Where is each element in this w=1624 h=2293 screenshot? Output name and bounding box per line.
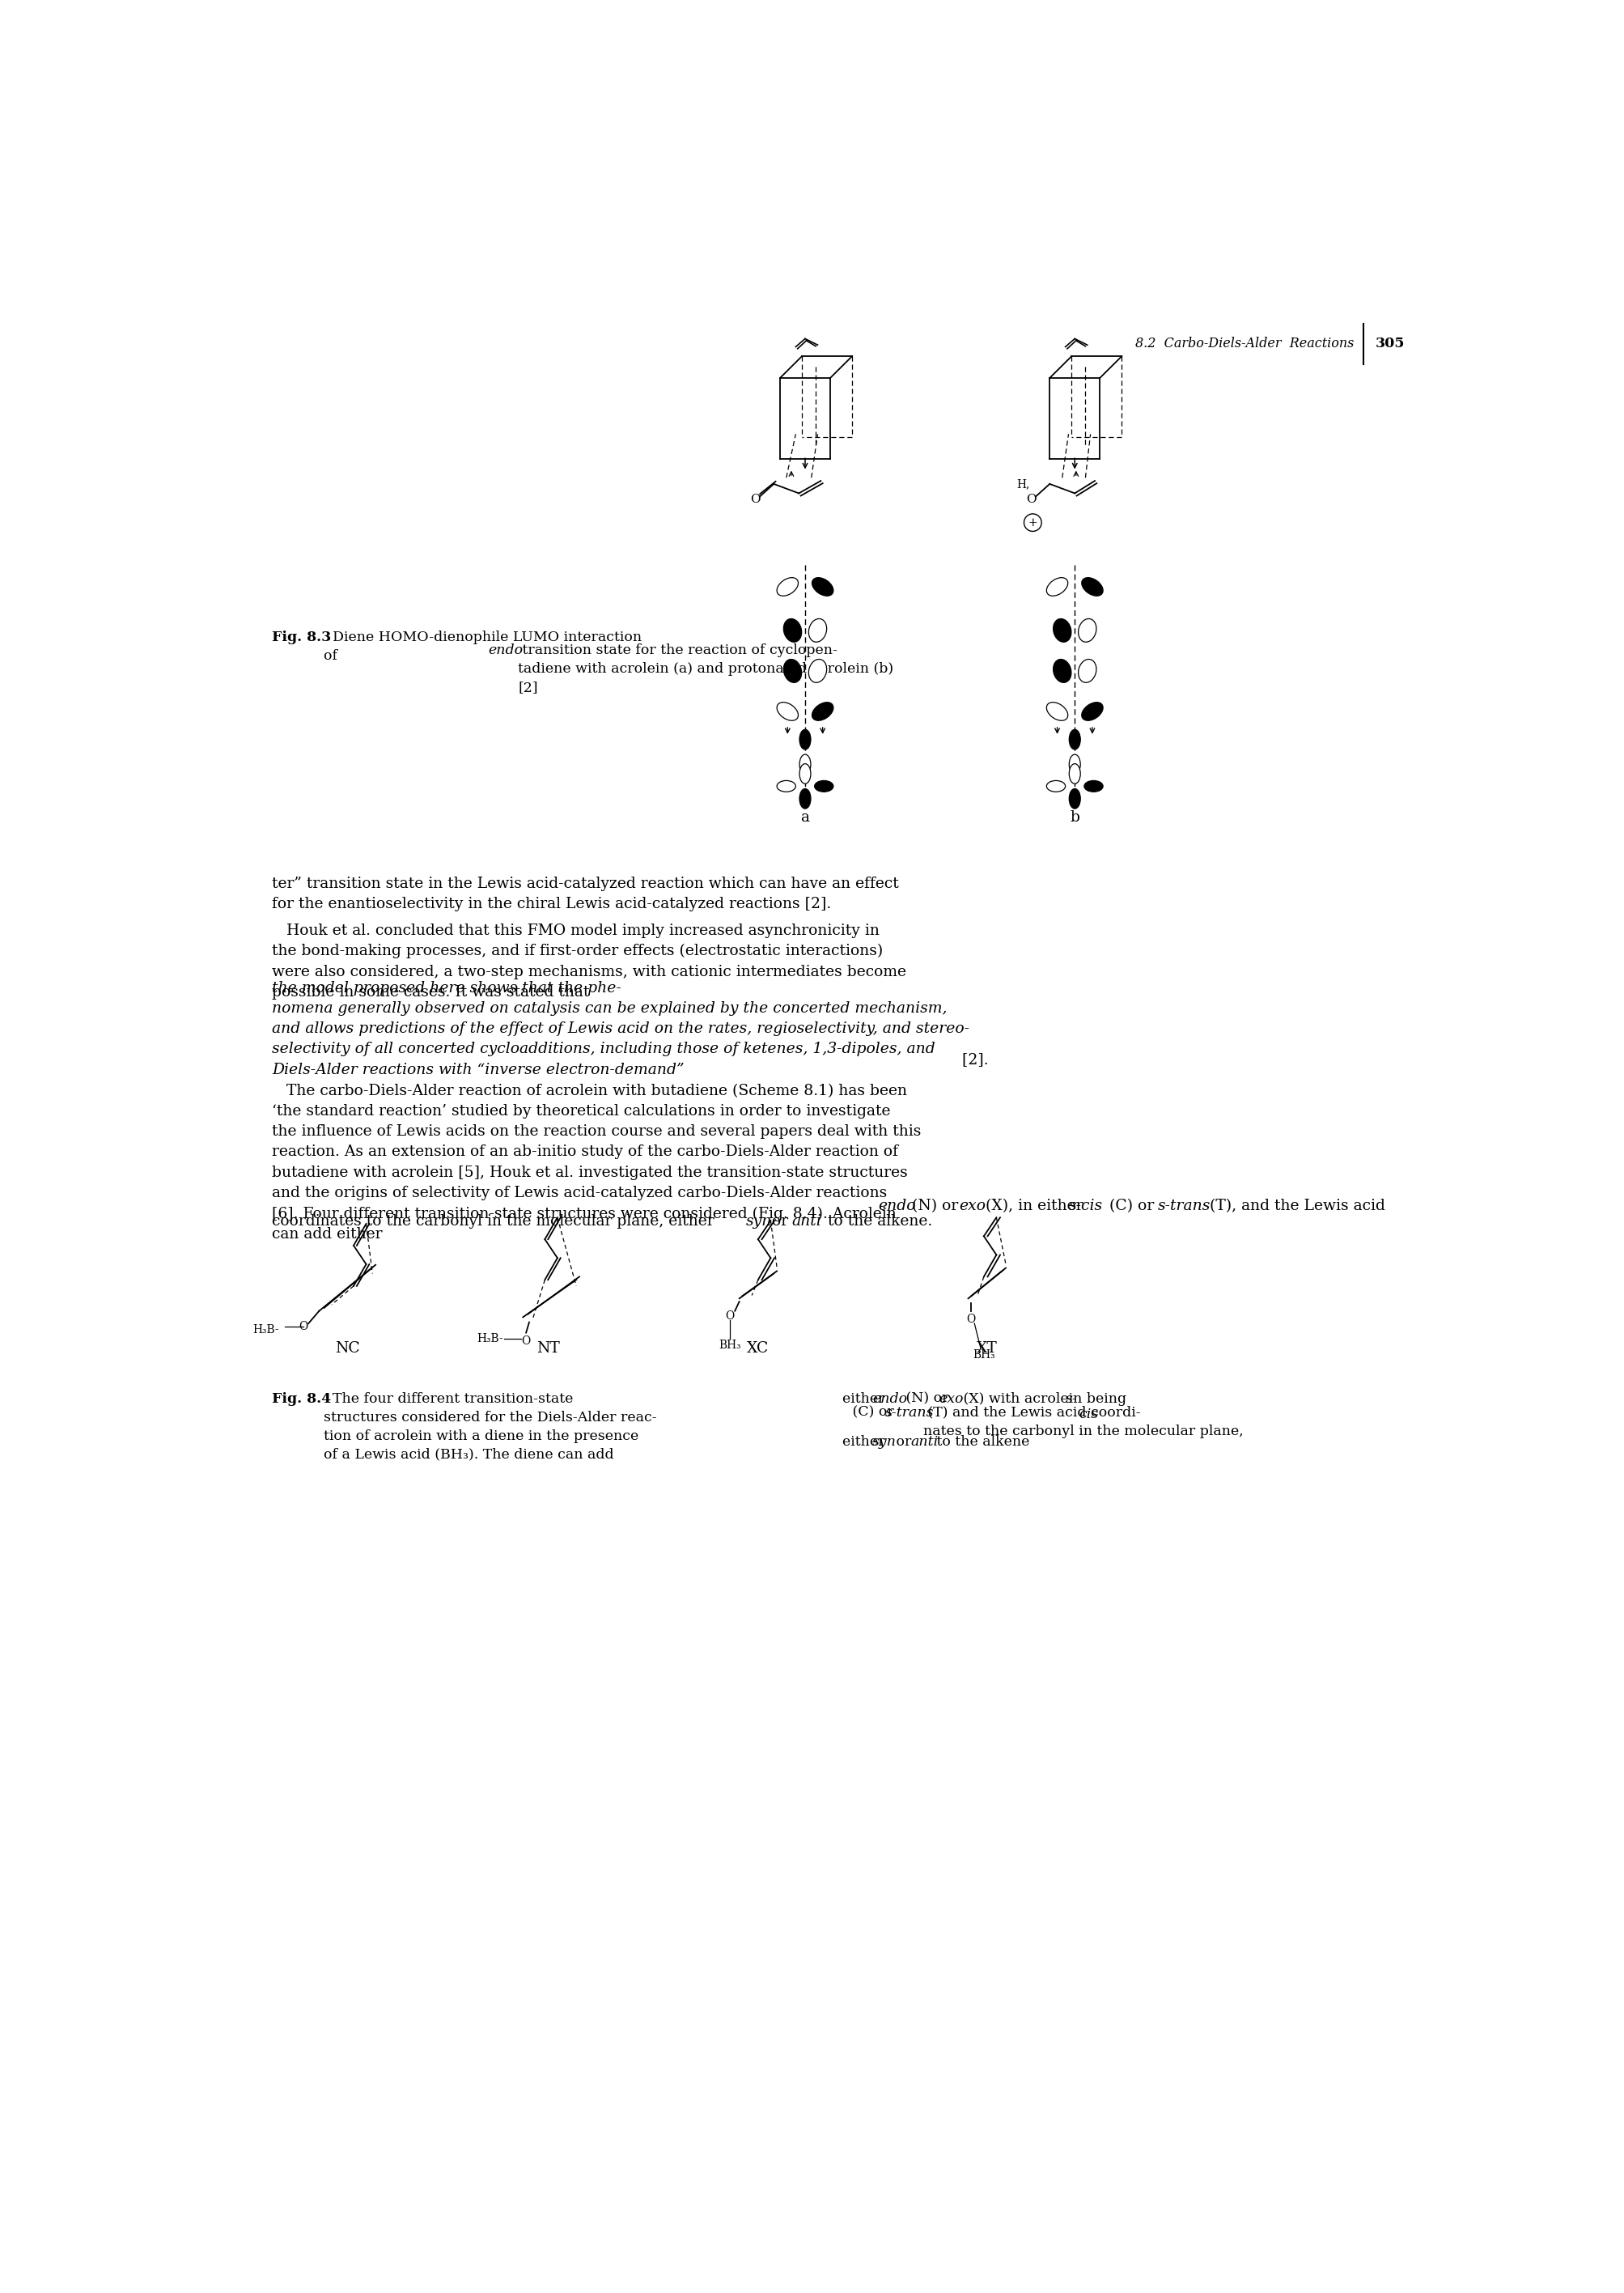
Text: exo: exo [958,1199,986,1213]
Text: O: O [724,1309,734,1321]
Ellipse shape [812,702,833,720]
Text: anti: anti [791,1215,820,1229]
Text: H₃B-: H₃B- [252,1323,279,1335]
Text: (X) with acrolein being: (X) with acrolein being [958,1392,1130,1406]
Ellipse shape [1069,789,1080,809]
Text: O: O [521,1335,531,1346]
Text: O: O [299,1321,309,1332]
Text: 8.2  Carbo-Diels-Alder  Reactions: 8.2 Carbo-Diels-Alder Reactions [1135,337,1353,351]
Text: the model proposed here shows that the phe-
nomena generally observed on catalys: the model proposed here shows that the p… [271,981,970,1078]
Ellipse shape [1078,660,1096,683]
Ellipse shape [809,660,827,683]
Text: Houk et al. concluded that this FMO model imply increased asynchronicity in
the : Houk et al. concluded that this FMO mode… [271,924,906,1000]
Text: O: O [966,1314,976,1325]
Text: Diene HOMO-dienophile LUMO interaction
of: Diene HOMO-dienophile LUMO interaction o… [323,631,641,663]
Text: (N) or: (N) or [901,1392,952,1406]
Text: s-trans: s-trans [885,1406,934,1419]
Text: either: either [843,1392,890,1406]
Text: or: or [892,1435,916,1449]
Text: or: or [767,1215,793,1229]
Text: O: O [749,493,760,504]
Ellipse shape [1069,729,1080,750]
Text: XT: XT [976,1341,997,1355]
Text: O: O [1025,493,1036,504]
Ellipse shape [814,780,833,791]
Text: (N) or: (N) or [906,1199,963,1213]
Text: s-trans: s-trans [1156,1199,1210,1213]
Ellipse shape [1046,702,1067,720]
Text: XC: XC [747,1341,768,1355]
Text: transition state for the reaction of cyclopen-
tadiene with acrolein (a) and pro: transition state for the reaction of cyc… [518,644,893,695]
Ellipse shape [776,578,797,596]
Text: either: either [843,1435,890,1449]
Ellipse shape [776,780,796,791]
Ellipse shape [783,660,801,683]
Text: The carbo-Diels-Alder reaction of acrolein with butadiene (Scheme 8.1) has been
: The carbo-Diels-Alder reaction of acrole… [271,1085,921,1241]
Text: BH₃: BH₃ [718,1339,741,1351]
Text: endo: endo [872,1392,906,1406]
Ellipse shape [799,729,810,750]
Text: to the alkene: to the alkene [932,1435,1030,1449]
Text: BH₃: BH₃ [973,1348,994,1360]
Text: ter” transition state in the Lewis acid-catalyzed reaction which can have an eff: ter” transition state in the Lewis acid-… [271,876,898,913]
Text: H₃B-: H₃B- [476,1332,503,1344]
Text: (T), and the Lewis acid: (T), and the Lewis acid [1203,1199,1384,1213]
Text: endo: endo [487,644,523,658]
Text: exo: exo [939,1392,963,1406]
Text: syn: syn [745,1215,771,1229]
Text: to the alkene.: to the alkene. [822,1215,932,1229]
Ellipse shape [776,702,797,720]
Text: b: b [1069,809,1078,825]
Text: +: + [1028,516,1038,527]
Text: cis: cis [1078,1392,1098,1422]
Text: (T) and the Lewis acid coordi-
nates to the carbonyl in the molecular plane,: (T) and the Lewis acid coordi- nates to … [922,1406,1242,1438]
Ellipse shape [1046,578,1067,596]
Ellipse shape [1052,660,1070,683]
Ellipse shape [799,754,810,775]
Text: syn: syn [872,1435,896,1449]
Text: s-: s- [1065,1392,1077,1406]
Text: Fig. 8.3: Fig. 8.3 [271,631,331,644]
Text: Fig. 8.4: Fig. 8.4 [271,1392,331,1406]
Ellipse shape [1083,780,1103,791]
Text: [2].: [2]. [957,1052,987,1066]
Ellipse shape [783,619,801,642]
Ellipse shape [1046,780,1065,791]
Ellipse shape [1069,764,1080,784]
Text: 305: 305 [1376,337,1405,351]
Text: NC: NC [335,1341,359,1355]
Ellipse shape [799,764,810,784]
Text: s-cis: s-cis [1069,1199,1103,1213]
Text: (X), in either: (X), in either [981,1199,1088,1213]
Text: a: a [801,809,809,825]
Text: (C) or: (C) or [848,1406,898,1419]
Text: anti: anti [909,1435,937,1449]
Ellipse shape [1082,578,1103,596]
Ellipse shape [1069,754,1080,775]
Ellipse shape [1082,702,1103,720]
Text: H,: H, [1017,479,1030,491]
Text: coordinates to the carbonyl in the molecular plane, either: coordinates to the carbonyl in the molec… [271,1215,719,1229]
Text: NT: NT [536,1341,559,1355]
Text: (C) or: (C) or [1104,1199,1158,1213]
Ellipse shape [1078,619,1096,642]
Ellipse shape [812,578,833,596]
Ellipse shape [1052,619,1070,642]
Text: endo: endo [877,1199,914,1213]
Text: The four different transition-state
structures considered for the Diels-Alder re: The four different transition-state stru… [323,1392,656,1461]
Ellipse shape [809,619,827,642]
Ellipse shape [799,789,810,809]
